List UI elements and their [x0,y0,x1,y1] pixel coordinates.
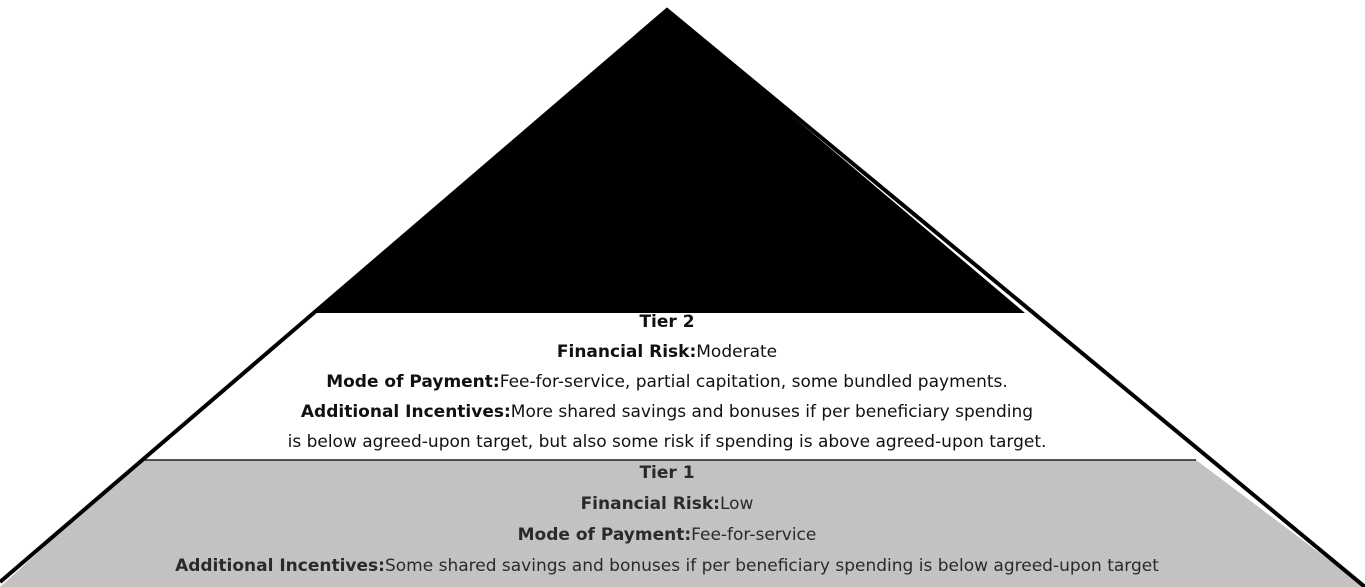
tier-row: Mode of Payment:Fee-for-service, partial… [326,372,1008,392]
tier-row: Financial Risk:Moderate [557,342,777,362]
tier-2-band [140,313,1196,460]
row-label: Mode of Payment: [326,372,500,392]
tier-row: is below agreed-upon target, but also so… [288,432,1047,452]
row-label: Additional Incentives: [175,556,385,576]
row-text: Some shared savings and bonuses if per b… [385,556,1159,576]
tier-row: Financial Risk:Low [581,494,754,514]
row-label: Financial Risk: [557,342,696,362]
tier-title: Tier 1 [639,463,694,483]
row-text: is below agreed-upon target, but also so… [288,432,1047,452]
tier-1-texture [0,460,1365,587]
row-label: Additional Incentives: [301,402,511,422]
row-text: Low [720,494,754,514]
tier-row: Additional Incentives:Some shared saving… [175,556,1159,576]
tier-row: Additional Incentives:More shared saving… [301,402,1033,422]
row-label: Financial Risk: [581,494,720,514]
tier-title: Tier 2 [639,312,694,332]
row-label: Mode of Payment: [518,525,692,545]
row-text: Fee-for-service [691,525,816,545]
pyramid-top [312,10,1025,313]
pyramid-outline [0,7,1365,587]
row-text: Moderate [696,342,777,362]
row-text: Fee-for-service, partial capitation, som… [500,372,1008,392]
tier-row: Mode of Payment:Fee-for-service [518,525,817,545]
row-text: More shared savings and bonuses if per b… [511,402,1033,422]
